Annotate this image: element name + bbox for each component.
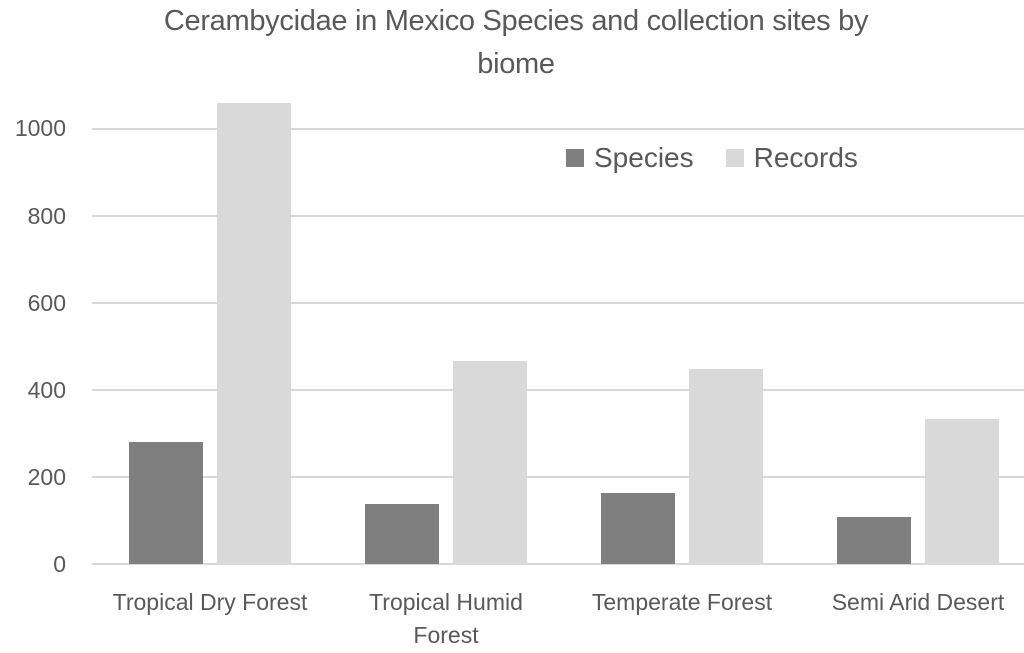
y-tick-600: 600 — [27, 290, 66, 316]
bar-records-tropical-humid-forest — [453, 360, 527, 564]
chart-title: Cerambycidae in Mexico Species and colle… — [60, 0, 972, 86]
legend-swatch-records — [725, 149, 744, 167]
plot-area — [92, 103, 1024, 565]
bar-species-tropical-dry-forest — [129, 442, 203, 564]
gridline-200 — [92, 476, 1024, 478]
x-label-semi-arid-desert: Semi Arid Desert — [831, 589, 1005, 615]
legend-item-records: Records — [725, 142, 858, 174]
y-tick-800: 800 — [27, 203, 66, 229]
bar-records-semi-arid-desert — [925, 418, 999, 564]
chart-title-line-2: biome — [477, 48, 555, 80]
bar-species-temperate-forest — [601, 492, 675, 564]
gridline-800 — [92, 215, 1024, 217]
y-tick-0: 0 — [53, 551, 66, 577]
bar-records-tropical-dry-forest — [217, 103, 291, 564]
legend: Species Records — [566, 142, 890, 174]
bar-species-tropical-humid-forest — [365, 503, 439, 564]
x-label-temperate-forest: Temperate Forest — [591, 589, 773, 615]
chart-title-line-1: Cerambycidae in Mexico Species and colle… — [163, 5, 869, 37]
bar-species-semi-arid-desert — [837, 516, 911, 564]
y-tick-200: 200 — [27, 464, 66, 490]
legend-item-species: Species — [566, 142, 694, 174]
y-tick-400: 400 — [27, 377, 66, 403]
gridline-0 — [92, 563, 1024, 565]
legend-swatch-species — [566, 149, 584, 167]
gridline-400 — [92, 389, 1024, 391]
gridline-1000 — [92, 128, 1024, 130]
x-label-tropical-dry-forest: Tropical Dry Forest — [112, 589, 308, 615]
bar-records-temperate-forest — [689, 369, 763, 564]
y-tick-1000: 1000 — [14, 115, 66, 141]
gridline-600 — [92, 302, 1024, 304]
x-label-tropical-humid-forest: Tropical Humid Forest — [369, 589, 523, 648]
legend-label-records: Records — [753, 142, 858, 173]
legend-label-species: Species — [594, 142, 694, 173]
